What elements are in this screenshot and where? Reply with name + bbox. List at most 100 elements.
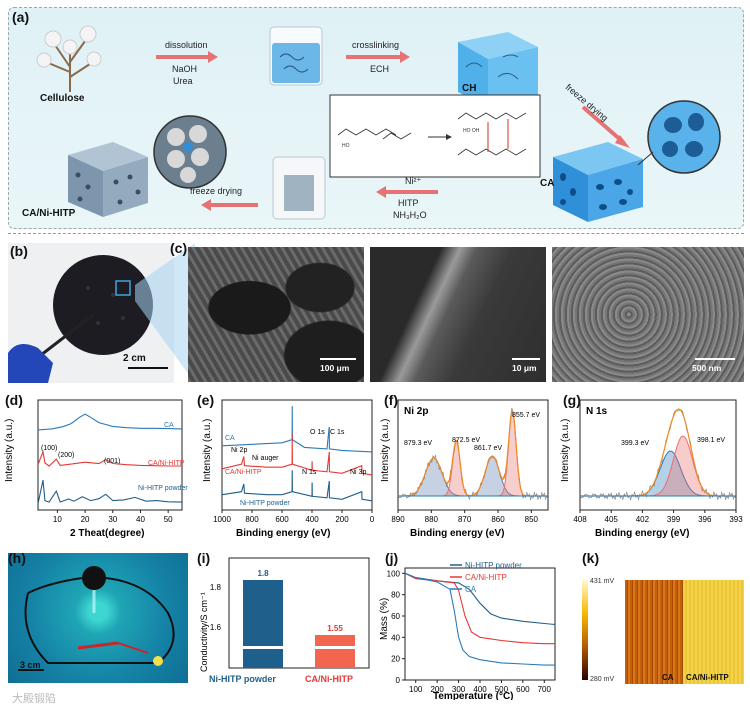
xrd-legend-ni-hitp: Ni-HITP powder xyxy=(138,485,188,492)
x-tick-label: 890 xyxy=(391,515,405,524)
x-tick-label: 402 xyxy=(636,515,650,524)
beaker-composite-icon xyxy=(272,156,326,220)
aerogel-cube-icon xyxy=(553,142,643,222)
x-tick-label: 200 xyxy=(430,685,444,694)
kpfm-label-ca: CA xyxy=(662,673,674,682)
panel-label-i: (i) xyxy=(197,550,211,566)
reaction-scheme-box: HO HO OH xyxy=(329,94,541,178)
xrd-peak-100: (100) xyxy=(41,445,57,452)
x-tick-label: 0 xyxy=(370,515,375,524)
kpfm-map-ca-ni-hitp xyxy=(683,580,744,684)
x-tick-label: 405 xyxy=(605,515,619,524)
tga-legend-ca-ni-hitp: CA/Ni-HITP xyxy=(465,573,507,582)
x-tick-label: 870 xyxy=(458,515,472,524)
x-tick-label: 40 xyxy=(136,515,145,524)
label-freeze-drying-left: freeze drying xyxy=(190,186,243,196)
label-ch: CH xyxy=(462,83,477,94)
series-line-2 xyxy=(37,479,183,504)
arrow-dissolution-icon xyxy=(156,51,218,63)
n1s-title: N 1s xyxy=(586,406,608,417)
arrow-ni-icon xyxy=(376,186,438,198)
panel-label-j: (j) xyxy=(385,550,399,566)
zoom-wedge xyxy=(135,243,195,383)
kpfm-colorbar xyxy=(582,580,588,680)
x-tick-label: 800 xyxy=(245,515,259,524)
hydrogel-cube-icon xyxy=(458,32,538,107)
tga-ylabel: Mass (%) xyxy=(379,598,390,640)
xps-label-ni2p: Ni 2p xyxy=(231,447,247,454)
xps-label-niauger: Ni auger xyxy=(252,455,279,462)
xrd-legend-ca: CA xyxy=(164,422,174,429)
panel-label-a: (a) xyxy=(12,9,30,25)
label-ech: ECH xyxy=(370,64,390,74)
x-tick-label: 400 xyxy=(473,685,487,694)
x-tick-label: 393 xyxy=(729,515,743,524)
scheme-graphics: HO HO OH xyxy=(36,25,721,222)
nanoparticle-zoom-icon xyxy=(153,115,227,189)
label-hitp: HITP xyxy=(398,198,419,208)
y-tick-label: 20 xyxy=(391,655,400,664)
panel-label-g: (g) xyxy=(563,392,581,408)
label-ammonia: NH₃H₂O xyxy=(393,210,427,220)
arrow-freeze-left-icon xyxy=(201,199,258,211)
x-tick-label: 850 xyxy=(525,515,539,524)
ni2p-peak-4: 855.7 eV xyxy=(512,412,540,419)
svg-text:HO OH: HO OH xyxy=(463,128,480,134)
scale-label-2: 10 μm xyxy=(512,363,537,373)
x-tick-label: 1000 xyxy=(213,515,231,524)
bar-ytick-1: 1.6 xyxy=(210,623,222,632)
tga-legend-ca: CA xyxy=(465,585,477,594)
kpfm-label-ca-ni-hitp: CA/Ni-HITP xyxy=(686,673,729,682)
panel-label-h: (h) xyxy=(8,550,26,566)
label-dissolution: dissolution xyxy=(165,40,208,50)
tga-legend: Ni-HITP powder CA/Ni-HITP CA xyxy=(450,561,522,594)
series-line-1 xyxy=(221,433,373,476)
photo-aerogel xyxy=(8,243,174,383)
axis-break-0 xyxy=(243,646,283,649)
n1s-chart: Intensity (a.u.) Binding energy (eV) N 1… xyxy=(560,399,743,539)
ni2p-ylabel: Intensity (a.u.) xyxy=(380,419,391,482)
scale-bar-2 xyxy=(512,358,540,360)
xrd-legend-ca-ni-hitp: CA/Ni-HITP xyxy=(148,460,185,467)
x-tick-label: 400 xyxy=(305,515,319,524)
xps-label-o1s: O 1s xyxy=(310,429,325,436)
x-tick-label: 700 xyxy=(538,685,552,694)
x-tick-label: 300 xyxy=(452,685,466,694)
conductivity-bar-1 xyxy=(315,635,355,668)
ni2p-peak-1: 879.3 eV xyxy=(404,440,432,447)
tga-legend-ni-hitp: Ni-HITP powder xyxy=(465,561,522,570)
xps-label-n1s: N 1s xyxy=(302,469,317,476)
y-tick-label: 60 xyxy=(391,612,400,621)
panel-label-f: (f) xyxy=(384,392,398,408)
cotton-plant-icon xyxy=(36,25,102,92)
photo-led-circuit xyxy=(8,553,188,683)
spectra-charts: Intensity (a.u.) 2 Theat(degree) 10 20 30 4… xyxy=(4,399,743,539)
panel-label-b: (b) xyxy=(10,243,28,259)
scale-h: 3 cm xyxy=(20,660,41,670)
xrd-ylabel: Intensity (a.u.) xyxy=(4,419,15,482)
xps-survey-frame xyxy=(221,399,373,511)
xrd-peak-001: (001) xyxy=(104,458,120,465)
x-tick-label: 600 xyxy=(275,515,289,524)
arrow-freeze-right-icon xyxy=(581,105,630,148)
tga-xlabel: Temperature (°C) xyxy=(433,691,514,700)
label-urea: Urea xyxy=(173,76,193,86)
kpfm-scale-min: 280 mV xyxy=(590,676,615,683)
bar-frame xyxy=(228,557,370,669)
x-tick-label: 408 xyxy=(573,515,587,524)
x-tick-label: 880 xyxy=(425,515,439,524)
bar-ylabel: Conductivity/S cm⁻¹ xyxy=(199,592,209,672)
y-tick-label: 100 xyxy=(387,569,401,578)
panel-label-e: (e) xyxy=(197,392,215,408)
xrd-xlabel: 2 Theat(degree) xyxy=(70,528,144,539)
x-tick-label: 100 xyxy=(409,685,423,694)
ni2p-peak-2: 872.5 eV xyxy=(452,437,480,444)
xps-survey-xlabel: Binding energy (eV) xyxy=(236,528,330,539)
watermark: 大殿锻陷 xyxy=(12,693,56,705)
bar-cat-2: CA/Ni-HITP xyxy=(305,674,353,684)
sem-image-3 xyxy=(552,247,744,382)
x-tick-label: 20 xyxy=(81,515,90,524)
ni2p-frame xyxy=(397,399,549,511)
x-tick-label: 399 xyxy=(667,515,681,524)
svg-text:HO: HO xyxy=(342,143,350,149)
